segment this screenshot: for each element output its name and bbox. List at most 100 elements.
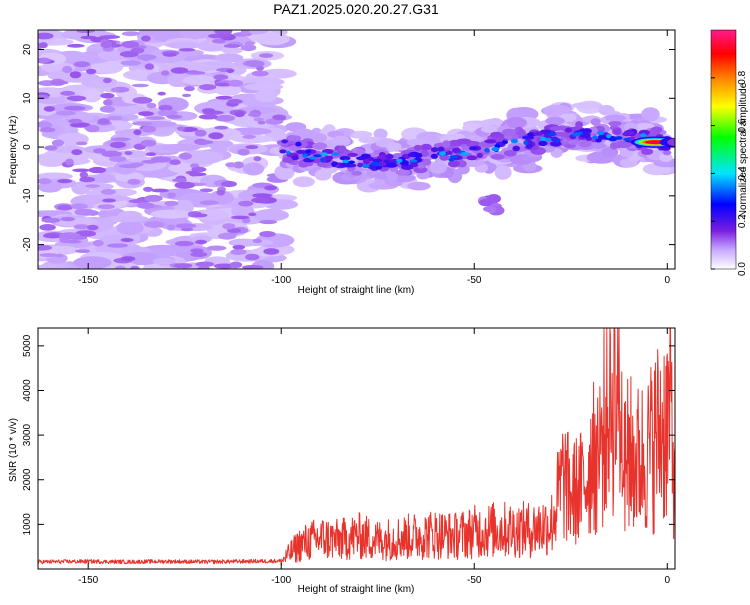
spectrogram-cell [121, 31, 140, 37]
spectrogram-cell [194, 129, 207, 137]
spectrogram-cell [305, 149, 312, 154]
spectrogram-cell [448, 157, 455, 162]
spectrogram-cell [85, 124, 100, 133]
spectrogram-cell [99, 35, 121, 39]
spectrogram-cell [121, 40, 140, 49]
spectrogram-cell [190, 248, 204, 253]
spectrogram-cell [103, 77, 112, 84]
spectrogram-cell [91, 173, 118, 184]
spectrogram-cell [272, 114, 286, 121]
spectrogram-cell [510, 138, 518, 144]
spectrogram-cell [606, 134, 611, 139]
spectrogram-cell [188, 170, 199, 177]
spectrogram-cell [215, 95, 233, 100]
spectrogram-cell [503, 150, 517, 157]
spectrogram-cell [592, 135, 598, 140]
spectrogram-cell [571, 132, 581, 137]
spectrogram-cell [130, 265, 140, 269]
spectrogram-cell [38, 57, 51, 64]
spectrogram-cell [339, 156, 351, 161]
spectrogram-cell [240, 30, 250, 36]
snr-plot-frame [37, 327, 676, 570]
spectrogram-cell [109, 156, 127, 162]
spectrogram-cell [238, 200, 254, 207]
spectrogram-cell [214, 30, 233, 35]
spectrogram-cell [73, 224, 89, 230]
spectrogram-cell [81, 89, 102, 103]
spectrogram-cell [357, 162, 364, 168]
spectrogram-cell [230, 248, 247, 255]
spectrogram-cell [281, 139, 288, 144]
spectrogram-cell [100, 188, 117, 195]
spectrogram-cell [430, 147, 439, 153]
spectrogram-cell [244, 41, 255, 46]
spectrogram-cell [502, 128, 517, 136]
spectrogram-cell [102, 104, 147, 115]
spectrogram-cell [221, 180, 237, 188]
spectrogram-cell [545, 137, 552, 142]
spectrogram-cell [385, 154, 394, 160]
spectrogram-cell [41, 217, 61, 223]
spectrogram-cell [494, 165, 512, 180]
spectrogram-cell [174, 181, 195, 189]
spectrogram-cell [240, 44, 257, 52]
spectrogram-cell [274, 164, 295, 180]
colorbar-tick-label: 0.2 [737, 214, 748, 228]
spectrogram-cell [286, 151, 291, 155]
spectrogram-cell [608, 121, 622, 127]
spectrogram-cell [647, 128, 660, 137]
spectrogram-cell [85, 184, 100, 188]
spectrogram-cell [124, 151, 133, 156]
spectrogram-cell [56, 110, 76, 116]
spectrogram-cell [448, 160, 460, 168]
spectrogram-cell [120, 60, 142, 66]
spectrogram-cell [161, 143, 201, 152]
snr-y-tick-label: 5000 [22, 334, 33, 357]
spectrogram-cell [214, 53, 244, 63]
spectrogram-cell [115, 265, 126, 269]
spectrogram-cell [221, 47, 243, 54]
spectrogram-cell [44, 152, 83, 160]
spectrogram-cell [60, 217, 75, 222]
spectrogram-cell [57, 179, 72, 184]
spectrogram-cell [319, 157, 325, 162]
spectrogram-cell [166, 41, 202, 49]
spectrogram-cell [320, 152, 328, 157]
spectrogram-cell [552, 131, 569, 137]
spectrogram-cell [206, 245, 227, 251]
spectrogram-cell [133, 129, 142, 136]
snr-x-tick-label: 0 [664, 575, 670, 586]
spectrogram-cell [491, 147, 500, 152]
spectrogram-cell [251, 197, 271, 204]
spectrogram-cell [362, 158, 371, 165]
spectrogram-cell [575, 121, 583, 129]
spectrogram-cell [242, 265, 264, 269]
spectrogram-cell [659, 153, 673, 162]
spectrogram-cell [550, 125, 564, 131]
spectrogram-cell [182, 75, 217, 86]
spectrogram-cell [214, 125, 229, 130]
spectrogram-cell [132, 96, 153, 104]
spectrogram-cell [65, 158, 74, 165]
spectrogram-y-tick-label: 0 [22, 144, 33, 150]
snr-x-axis-label: Height of straight line (km) [298, 584, 415, 595]
spectrogram-cell [164, 200, 179, 206]
colorbar-tick-label: 0.8 [737, 70, 748, 84]
snr-y-tick-label: 4000 [22, 379, 33, 402]
spectrogram-cell [469, 146, 478, 151]
heatmap-layer [38, 30, 675, 269]
spectrogram-cell [259, 53, 274, 58]
spectrogram-cell [490, 131, 503, 139]
spectrogram-cell [244, 60, 265, 68]
spectrogram-cell [161, 70, 170, 76]
spectrogram-cell [59, 236, 71, 244]
spectrogram-cell [50, 81, 69, 85]
snr-y-tick-label: 1000 [22, 513, 33, 536]
spectrogram-cell [214, 82, 230, 87]
spectrogram-cell [61, 65, 73, 74]
spectrogram-cell [90, 60, 124, 75]
snr-panel: -150 -100 -50 0 1000 2000 3000 4000 5000 Height… [8, 327, 676, 595]
snr-series-line [38, 328, 675, 566]
spectrogram-y-ticks: -20 -10 0 10 20 [22, 44, 675, 252]
spectrogram-cell [287, 135, 302, 142]
